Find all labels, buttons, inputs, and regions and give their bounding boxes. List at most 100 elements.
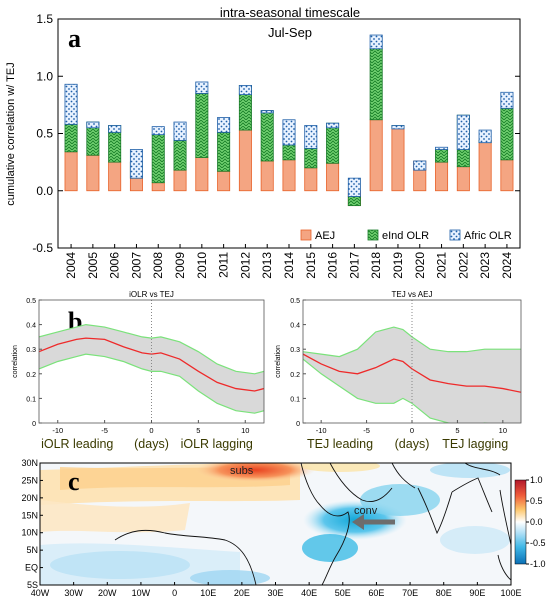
xtick-label: -10 [52, 426, 63, 435]
legend-label-2: Afric OLR [464, 230, 512, 242]
bar-aej-2022 [456, 166, 470, 192]
bar-eind-olr-2014 [282, 144, 296, 161]
colorbar-tick-label: -1.0 [530, 559, 546, 569]
map-ytick-label: 5S [27, 580, 38, 590]
legend-label-0: AEJ [315, 230, 335, 242]
bar-aej-2004 [64, 151, 78, 192]
xtick-label: 10 [499, 426, 507, 435]
legend-label-1: eInd OLR [382, 230, 429, 242]
panel-a-xtick-label-2007: 2007 [129, 252, 143, 279]
bar-eind-olr-2010 [195, 93, 209, 158]
panel-a-xtick-label-2010: 2010 [195, 252, 209, 279]
map-xtick-label: 60E [368, 588, 384, 598]
map-xtick-label: 30W [64, 588, 83, 598]
panel-a-ylabel: cumulative correlation w/ TEJ [5, 62, 17, 205]
bar-afric-olr-2009 [173, 121, 187, 141]
bar-eind-olr-2004 [64, 123, 78, 153]
map-xtick-label: 20W [98, 588, 117, 598]
xtick-label: 0 [149, 426, 153, 435]
bar-afric-olr-2012 [238, 85, 252, 95]
bottom-label-0: TEJ leading [307, 437, 373, 451]
map-x-axis: 40W 30W 20W 10W 0 10E 20E 30E 40E 50E 60E 70E 80E 90E… [31, 582, 522, 598]
panel-a-xtick-label-2022: 2022 [456, 252, 470, 279]
bar-aej-2023 [478, 139, 492, 192]
panel-a-xtick-label-2016: 2016 [326, 252, 340, 279]
bar-afric-olr-2014 [282, 119, 296, 146]
bar-afric-olr-2013 [260, 110, 274, 114]
ytick-label: 0.2 [290, 372, 300, 379]
bar-afric-olr-2017 [347, 177, 361, 197]
panel-a: intra-seasonal timescale Jul-Sep a cumul… [5, 5, 521, 279]
bar-afric-olr-2022 [456, 114, 470, 150]
map-field [40, 463, 511, 585]
panel-a-legend: AEJ eInd OLR Afric OLR [300, 229, 512, 242]
chart-ylabel: correlation [275, 345, 282, 378]
conv-arrow-icon [352, 514, 395, 530]
bar-aej-2010 [195, 157, 209, 192]
legend-swatch-1 [367, 229, 379, 241]
bar-afric-olr-2016 [326, 122, 340, 129]
bar-aej-2009 [173, 169, 187, 192]
bar-aej-2014 [282, 159, 296, 192]
bar-aej-2012 [238, 129, 252, 192]
panel-b-chart-iolr: iOLR vs TEJ correlation 0 0.1 0.2 0.3 0.4 0.5 -1… [12, 290, 265, 451]
panel-a-xtick-label-2014: 2014 [282, 252, 296, 279]
panel-b: b iOLR vs TEJcorrelation00.10.20.30.40.5… [12, 290, 522, 451]
colorbar-tick-label: 0.5 [530, 496, 543, 506]
bar-afric-olr-2020 [413, 160, 427, 171]
panel-a-ytick-label: 1.5 [36, 12, 53, 26]
confidence-band [39, 324, 264, 414]
bar-afric-olr-2015 [304, 125, 318, 149]
ytick-label: 0 [296, 421, 300, 428]
bar-eind-olr-2021 [435, 149, 449, 163]
map-xtick-label: 30E [267, 588, 283, 598]
map-xtick-label: 80E [436, 588, 452, 598]
map-xtick-label: 20E [234, 588, 250, 598]
ytick-label: 0.3 [26, 347, 36, 354]
bar-afric-olr-2007 [129, 149, 143, 179]
bar-aej-2015 [304, 167, 318, 192]
bar-afric-olr-2006 [108, 125, 122, 133]
bar-afric-olr-2005 [86, 121, 100, 129]
bar-aej-2005 [86, 154, 100, 192]
panel-a-xtick-label-2023: 2023 [478, 252, 492, 279]
bar-eind-olr-2018 [369, 48, 383, 121]
mean-line [303, 353, 521, 393]
xtick-label: 5 [455, 426, 459, 435]
bar-aej-2019 [391, 127, 405, 192]
bar-afric-olr-2019 [391, 125, 405, 130]
ytick-label: 0.5 [290, 298, 300, 305]
map-xtick-label: 0 [172, 588, 177, 598]
bottom-label-1: (days) [395, 437, 430, 451]
map-annotation-subs: subs [230, 465, 254, 477]
panel-a-xtick-label-2004: 2004 [64, 252, 78, 279]
map-ytick-label: 25N [21, 475, 38, 485]
ytick-label: 0.1 [290, 396, 300, 403]
lower-bound-line [39, 353, 264, 414]
panel-a-season: Jul-Sep [268, 25, 312, 40]
bar-aej-2016 [326, 162, 340, 192]
bar-afric-olr-2011 [217, 117, 231, 133]
panel-a-xtick-label-2012: 2012 [238, 252, 252, 279]
bar-afric-olr-2023 [478, 129, 492, 144]
bar-afric-olr-2018 [369, 34, 383, 50]
panel-a-xtick-label-2024: 2024 [500, 252, 514, 279]
map-xtick-label: 10E [200, 588, 216, 598]
chart-title: TEJ vs AEJ [392, 290, 433, 299]
colorbar-tick-label: 1.0 [530, 475, 543, 485]
panel-a-xtick-label-2018: 2018 [369, 252, 383, 279]
ytick-label: 0.4 [26, 323, 36, 330]
ytick-label: 0.5 [26, 298, 36, 305]
bottom-label-0: iOLR leading [41, 437, 113, 451]
bar-eind-olr-2017 [347, 196, 361, 207]
panel-a-frame [57, 18, 521, 249]
colorbar-tick-label: -0.5 [530, 538, 546, 548]
bar-aej-2006 [108, 161, 122, 192]
xtick-label: -10 [316, 426, 327, 435]
bar-eind-olr-2011 [217, 131, 231, 172]
xtick-label: -5 [101, 426, 108, 435]
panel-a-xtick-label-2008: 2008 [151, 252, 165, 279]
panel-a-xtick-label-2009: 2009 [173, 252, 187, 279]
bar-aej-2013 [260, 160, 274, 192]
ytick-label: 0.1 [26, 396, 36, 403]
